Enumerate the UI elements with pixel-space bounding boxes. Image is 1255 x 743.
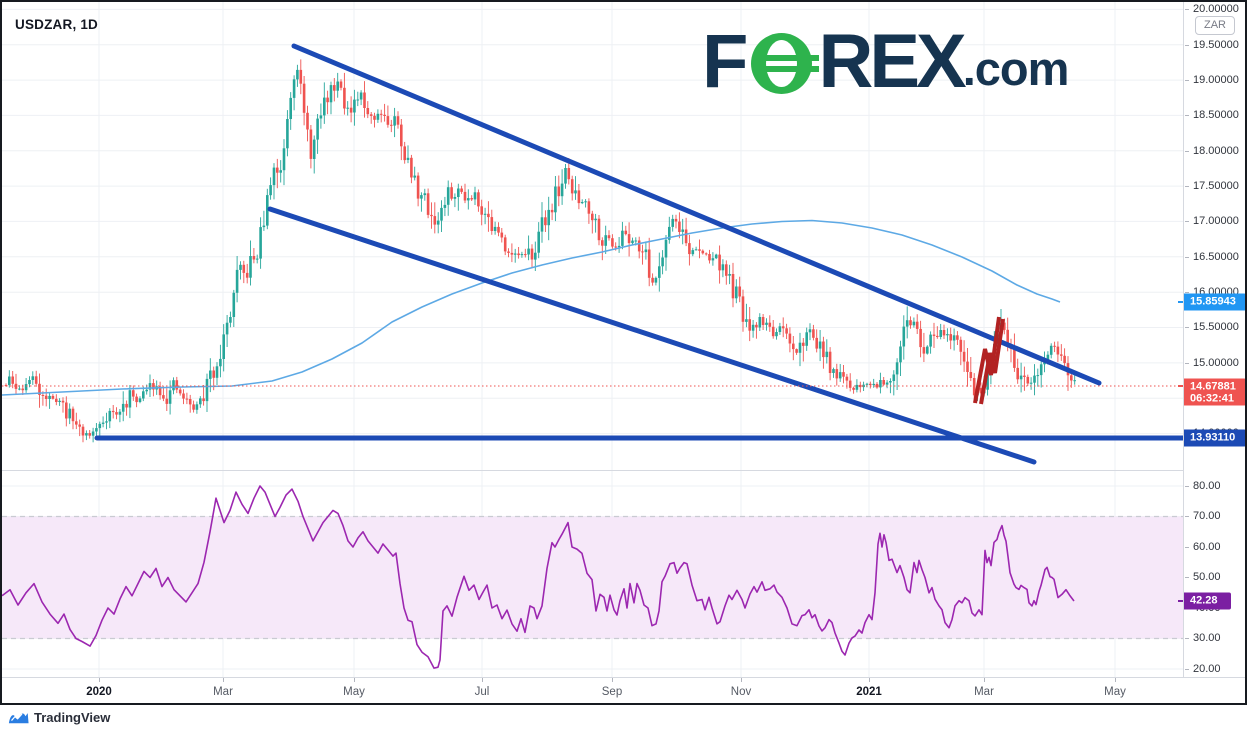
forex-logo-f: F — [702, 19, 748, 104]
price-axis-label: 20.00 — [1184, 663, 1221, 675]
price-axis-label: 70.00 — [1184, 510, 1221, 522]
time-tick — [99, 678, 100, 682]
price-axis-label: 20.00000 — [1184, 3, 1239, 15]
tradingview-icon — [8, 713, 29, 724]
time-tick — [1115, 678, 1116, 682]
time-axis-label: Nov — [730, 686, 752, 698]
pane-separator[interactable] — [2, 470, 1245, 471]
price-axis-label: 15.50000 — [1184, 321, 1239, 333]
time-tick — [984, 678, 985, 682]
price-axis-label: 17.50000 — [1184, 180, 1239, 192]
price-axis-label: 19.50000 — [1184, 39, 1239, 51]
time-tick — [354, 678, 355, 682]
price-axis-label: 17.00000 — [1184, 215, 1239, 227]
time-tick — [223, 678, 224, 682]
time-axis-label: Mar — [213, 686, 233, 698]
chart-widget: ZAR 20.00000 19.50000 19.00000 18.50000 18.0… — [0, 0, 1247, 705]
time-axis-label: May — [343, 686, 365, 698]
tradingview-attribution[interactable]: TradingView — [8, 710, 110, 725]
price-axis-label: 15.00000 — [1184, 357, 1239, 369]
price-axis-label: 30.00 — [1184, 632, 1221, 644]
tradingview-label: TradingView — [34, 710, 111, 725]
price-axis-label: 18.50000 — [1184, 109, 1239, 121]
time-axis-label: 2020 — [86, 686, 112, 698]
forex-logo-rex: REX — [818, 19, 966, 104]
currency-badge[interactable]: ZAR — [1195, 16, 1235, 35]
price-axis-label: 80.00 — [1184, 480, 1221, 492]
forex-logo-dotcom: .com — [962, 42, 1070, 95]
support-price-label: 13.93110 — [1184, 429, 1245, 447]
time-axis-label: May — [1104, 686, 1126, 698]
time-tick — [741, 678, 742, 682]
forex-logo-o-icon — [751, 33, 820, 94]
time-axis-label: 2021 — [856, 686, 882, 698]
time-axis[interactable]: 2020 Mar May Jul Sep Nov 2021 Mar May — [2, 677, 1245, 703]
price-axis-label: 19.00000 — [1184, 74, 1239, 86]
time-axis-label: Mar — [974, 686, 994, 698]
time-tick — [482, 678, 483, 682]
forex-watermark-logo: F REX .com — [702, 19, 1070, 104]
symbol-title[interactable]: USDZAR, 1D — [15, 17, 99, 32]
last-price-label: 14.67881 06:32:41 — [1184, 378, 1245, 406]
price-axis-label: 60.00 — [1184, 541, 1221, 553]
time-tick — [869, 678, 870, 682]
price-axis-label: 50.00 — [1184, 571, 1221, 583]
price-axis-label: 18.00000 — [1184, 145, 1239, 157]
price-axis-label: 16.50000 — [1184, 251, 1239, 263]
chart-plot-area[interactable] — [2, 2, 1183, 677]
price-axis[interactable]: ZAR 20.00000 19.50000 19.00000 18.50000 18.0… — [1183, 2, 1245, 677]
time-tick — [612, 678, 613, 682]
time-axis-label: Jul — [474, 686, 490, 698]
rsi-value-label: 42.28 — [1184, 592, 1231, 610]
ma-value-label: 15.85943 — [1184, 293, 1245, 311]
time-axis-label: Sep — [601, 686, 623, 698]
